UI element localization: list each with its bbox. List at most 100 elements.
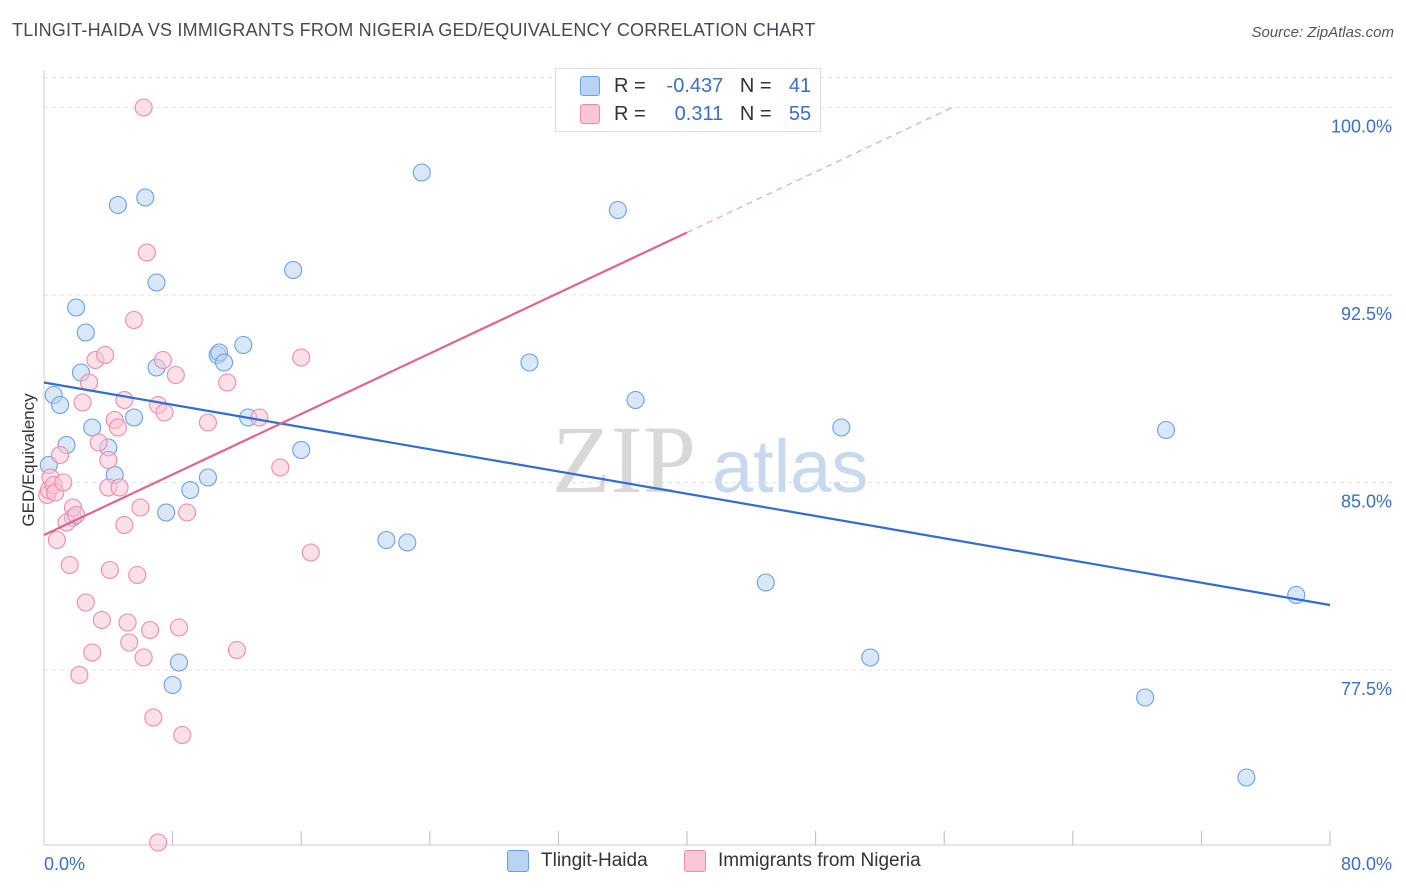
- legend-swatch-nigeria: [580, 104, 600, 124]
- point-nigeria: [96, 345, 115, 365]
- point-nigeria: [51, 445, 70, 465]
- legend-r-value: 0.311: [669, 102, 724, 125]
- point-tlingit: [520, 353, 539, 372]
- y-tick-label: 100.0%: [1331, 117, 1392, 137]
- point-nigeria: [292, 348, 311, 367]
- y-tick-label: 77.5%: [1341, 679, 1392, 699]
- point-nigeria: [92, 610, 111, 630]
- point-nigeria: [110, 478, 129, 497]
- point-tlingit: [67, 298, 86, 317]
- point-nigeria: [115, 390, 134, 410]
- point-tlingit: [108, 195, 127, 215]
- point-nigeria: [169, 618, 189, 637]
- point-tlingit: [147, 273, 166, 292]
- legend-n-label: N =: [739, 102, 772, 125]
- legend-row-nigeria: R = 0.311 N = 55: [580, 101, 811, 127]
- point-tlingit: [181, 480, 200, 500]
- trend-line-tlingit: [43, 381, 1331, 607]
- point-nigeria: [115, 515, 134, 535]
- point-nigeria: [73, 393, 92, 412]
- point-nigeria: [178, 503, 197, 522]
- watermark: ZIP atlas: [552, 406, 868, 513]
- point-tlingit: [412, 163, 431, 182]
- point-nigeria: [108, 418, 127, 437]
- point-tlingit: [756, 573, 775, 592]
- point-nigeria: [153, 350, 173, 370]
- point-nigeria: [54, 473, 73, 492]
- point-tlingit: [832, 418, 851, 437]
- point-nigeria: [149, 833, 168, 852]
- series-swatch-tlingit: [507, 850, 529, 872]
- x-tick-label: 0.0%: [44, 854, 85, 874]
- point-nigeria: [131, 498, 150, 517]
- point-tlingit: [198, 468, 218, 487]
- point-nigeria: [155, 403, 174, 422]
- point-tlingit: [214, 353, 234, 372]
- point-tlingit: [1136, 688, 1155, 707]
- point-tlingit: [1156, 420, 1176, 440]
- point-nigeria: [134, 648, 153, 667]
- series-label-nigeria: Immigrants from Nigeria: [718, 850, 921, 871]
- point-tlingit: [284, 260, 303, 280]
- y-axis-title: GED/Equivalency: [19, 393, 38, 527]
- stats-legend: R = -0.437 N = 41 R = 0.311 N = 55: [555, 68, 821, 132]
- point-tlingit: [626, 390, 645, 410]
- point-nigeria: [134, 98, 153, 117]
- point-nigeria: [100, 560, 119, 580]
- point-tlingit: [377, 530, 396, 550]
- point-nigeria: [198, 413, 218, 432]
- point-nigeria: [144, 708, 163, 727]
- point-nigeria: [124, 310, 144, 330]
- data-points: [38, 80, 1306, 852]
- point-nigeria: [47, 530, 66, 550]
- point-tlingit: [608, 200, 627, 220]
- point-nigeria: [173, 725, 192, 745]
- point-tlingit: [398, 533, 417, 552]
- point-tlingit: [51, 395, 70, 415]
- chart-title: TLINGIT-HAIDA VS IMMIGRANTS FROM NIGERIA…: [12, 20, 816, 40]
- point-nigeria: [89, 433, 108, 452]
- point-nigeria: [141, 620, 160, 640]
- trend-line-nigeria: [43, 231, 688, 536]
- point-tlingit: [169, 653, 189, 672]
- point-tlingit: [76, 323, 95, 342]
- point-nigeria: [76, 593, 95, 612]
- legend-r-value: -0.437: [666, 74, 724, 97]
- trend-lines: [43, 106, 1331, 607]
- legend-n-label: N =: [739, 74, 772, 97]
- point-nigeria: [301, 543, 320, 562]
- series-swatch-nigeria: [684, 850, 706, 872]
- point-nigeria: [166, 365, 185, 385]
- trend-extension-nigeria: [686, 106, 953, 234]
- legend-r-label: R =: [614, 102, 646, 125]
- point-nigeria: [120, 633, 139, 652]
- point-tlingit: [124, 408, 144, 427]
- point-tlingit: [83, 418, 102, 437]
- point-nigeria: [128, 565, 147, 585]
- legend-swatch-tlingit: [580, 76, 600, 96]
- y-tick-label: 92.5%: [1341, 304, 1392, 324]
- point-tlingit: [292, 440, 311, 460]
- legend-row-tlingit: R = -0.437 N = 41: [580, 73, 811, 99]
- point-nigeria: [271, 458, 290, 477]
- point-nigeria: [218, 373, 237, 392]
- legend-n-value: 41: [788, 74, 812, 97]
- point-nigeria: [250, 408, 269, 427]
- point-nigeria: [70, 665, 89, 685]
- point-tlingit: [234, 335, 253, 355]
- x-tick-label: 80.0%: [1341, 854, 1392, 874]
- point-tlingit: [136, 188, 155, 207]
- point-nigeria: [137, 243, 156, 262]
- point-tlingit: [1237, 768, 1256, 787]
- point-nigeria: [99, 450, 118, 470]
- point-nigeria: [83, 643, 102, 662]
- point-nigeria: [118, 613, 137, 632]
- point-nigeria: [227, 640, 246, 660]
- watermark-zip: ZIP: [552, 406, 696, 513]
- source-label: Source: ZipAtlas.com: [1251, 24, 1394, 41]
- tick-labels: 100.0% 92.5% 85.0% 77.5% 0.0% 80.0%: [44, 117, 1392, 875]
- series-legend-nigeria: Immigrants from Nigeria: [684, 850, 921, 872]
- y-tick-label: 85.0%: [1341, 492, 1392, 512]
- legend-n-value: 55: [788, 102, 812, 125]
